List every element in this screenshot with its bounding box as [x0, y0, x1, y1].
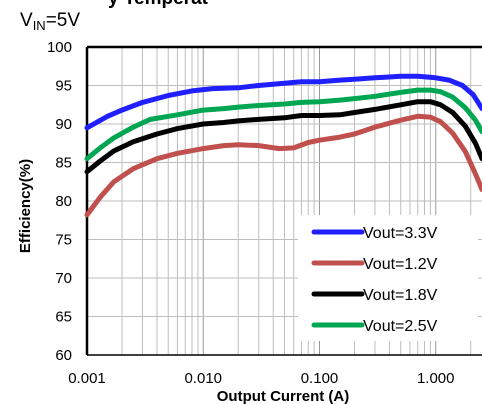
legend-label: Vout=1.2V — [363, 256, 438, 273]
y-tick-label: 70 — [55, 270, 72, 287]
legend-box — [298, 215, 478, 341]
chart-subtitle: VIN=5V — [20, 10, 80, 33]
series-line-vout-3-3v — [84, 73, 482, 131]
series-line-vout-2-5v — [84, 87, 482, 162]
series-line-vout-1-8v — [84, 99, 482, 175]
y-tick-label: 65 — [55, 309, 72, 326]
y-tick-label: 80 — [55, 193, 72, 210]
y-tick-label: 60 — [55, 347, 72, 364]
legend-label: Vout=1.8V — [363, 287, 438, 304]
chart-title-fragment: y Temperat — [108, 0, 209, 9]
x-axis-label: Output Current (A) — [217, 388, 349, 404]
y-tick-label: 95 — [55, 78, 72, 95]
x-tick-label: 0.100 — [301, 370, 339, 387]
y-tick-label: 90 — [55, 116, 72, 133]
series-lines — [84, 73, 482, 218]
axes: 60 65 70 75 80 85 90 95 100 0.001 0.010 0.100 1.000 — [47, 39, 482, 387]
y-axis-label: Efficiency(%) — [17, 159, 34, 253]
y-tick-label: 85 — [55, 155, 72, 172]
x-tick-label: 0.001 — [68, 370, 106, 387]
subtitle-subscript: IN — [33, 18, 46, 33]
y-tick-label: 75 — [55, 232, 72, 249]
series-line-vout-1-2v — [84, 113, 482, 218]
subtitle-suffix: =5V — [46, 10, 81, 31]
legend-label: Vout=2.5V — [363, 318, 438, 335]
legend-label: Vout=3.3V — [363, 225, 438, 242]
x-tick-label: 0.010 — [184, 370, 222, 387]
legend: Vout=3.3V Vout=1.2V Vout=1.8V Vout=2.5V — [298, 215, 478, 341]
subtitle-prefix: V — [20, 10, 33, 31]
x-tick-label: 1.000 — [417, 370, 455, 387]
y-tick-label: 100 — [47, 39, 72, 56]
